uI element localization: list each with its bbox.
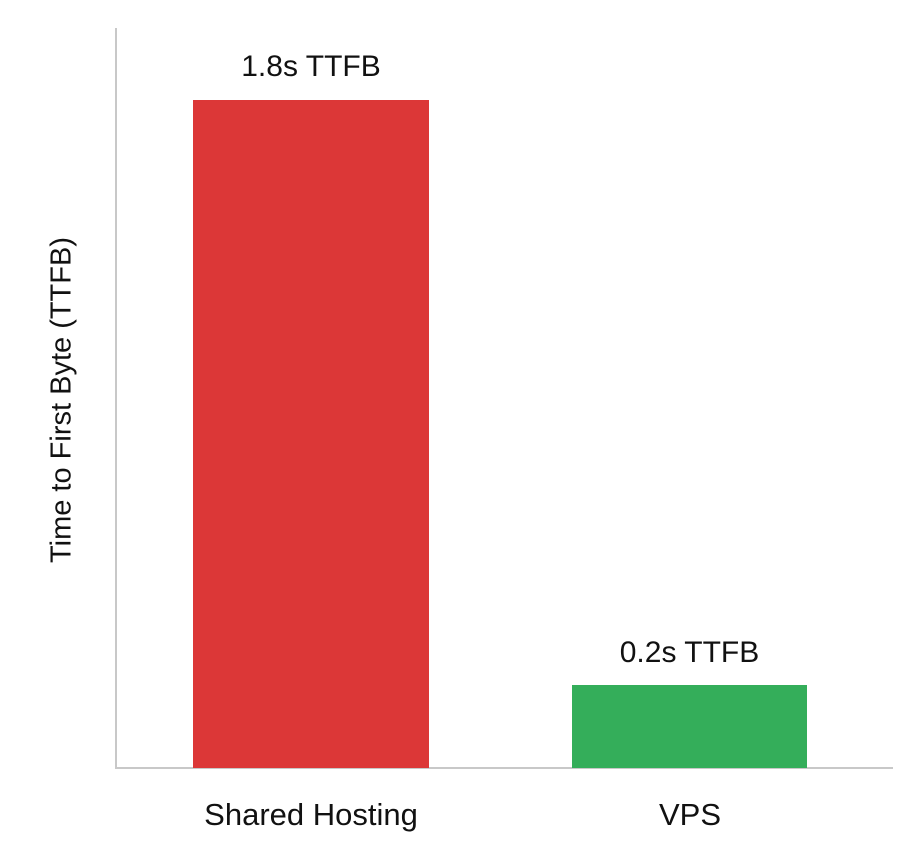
y-axis-label: Time to First Byte (TTFB) <box>45 237 78 563</box>
x-tick-label-vps: VPS <box>658 797 722 832</box>
bar-vps <box>572 685 807 768</box>
x-axis-line <box>115 767 893 769</box>
bar-value-label-shared-hosting: 1.8s TTFB <box>241 50 381 83</box>
bar-value-label-vps: 0.2s TTFB <box>619 636 760 669</box>
x-tick-label-shared-hosting: Shared Hosting <box>204 797 418 832</box>
bar-shared-hosting <box>193 100 429 768</box>
y-axis-line <box>115 28 117 769</box>
